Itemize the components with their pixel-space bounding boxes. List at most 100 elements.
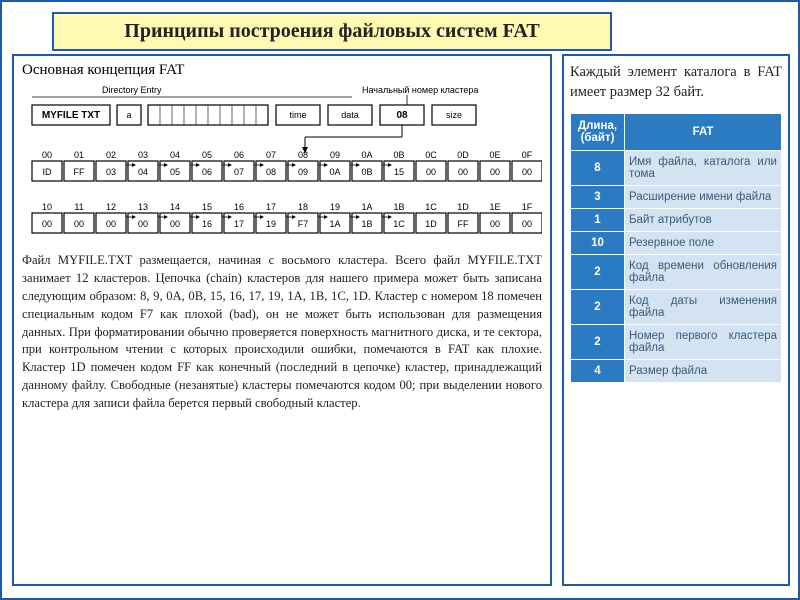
title-text: Принципы построения файловых систем FAT bbox=[124, 20, 539, 42]
svg-text:12: 12 bbox=[106, 202, 116, 212]
svg-text:15: 15 bbox=[202, 202, 212, 212]
th-length: Длина, (байт) bbox=[571, 113, 625, 150]
svg-text:08: 08 bbox=[266, 167, 276, 177]
right-intro: Каждый элемент каталога в FAT имеет разм… bbox=[570, 62, 782, 103]
svg-text:07: 07 bbox=[266, 150, 276, 160]
svg-text:01: 01 bbox=[74, 150, 84, 160]
svg-text:00: 00 bbox=[490, 167, 500, 177]
svg-text:0D: 0D bbox=[457, 150, 469, 160]
svg-text:0F: 0F bbox=[522, 150, 533, 160]
cell-length: 10 bbox=[571, 231, 625, 254]
fat-diagram: Directory Entry Начальный номер кластера… bbox=[22, 83, 542, 241]
fat-row-1: 1000110012001300140015161617171918F7191A… bbox=[32, 202, 542, 233]
left-body-text: Файл MYFILE.TXT размещается, начиная с в… bbox=[22, 252, 542, 413]
svg-text:00: 00 bbox=[42, 219, 52, 229]
svg-text:00: 00 bbox=[170, 219, 180, 229]
svg-text:08: 08 bbox=[298, 150, 308, 160]
svg-text:1B: 1B bbox=[393, 202, 404, 212]
svg-text:00: 00 bbox=[426, 167, 436, 177]
svg-text:1C: 1C bbox=[393, 219, 405, 229]
table-row: 2Код даты изменения файла bbox=[571, 289, 782, 324]
title-banner: Принципы построения файловых систем FAT bbox=[52, 12, 612, 51]
svg-text:00: 00 bbox=[490, 219, 500, 229]
svg-text:00: 00 bbox=[42, 150, 52, 160]
cell-desc: Номер первого кластера файла bbox=[625, 324, 782, 359]
svg-text:1E: 1E bbox=[489, 202, 500, 212]
svg-text:15: 15 bbox=[394, 167, 404, 177]
svg-text:data: data bbox=[341, 110, 359, 120]
svg-text:03: 03 bbox=[138, 150, 148, 160]
table-row: 8Имя файла, каталога или тома bbox=[571, 150, 782, 185]
svg-text:00: 00 bbox=[138, 219, 148, 229]
svg-text:1C: 1C bbox=[425, 202, 437, 212]
table-row: 1Байт атрибутов bbox=[571, 208, 782, 231]
cell-length: 4 bbox=[571, 359, 625, 382]
svg-text:09: 09 bbox=[298, 167, 308, 177]
fat-entry-table: Длина, (байт) FAT 8Имя файла, каталога и… bbox=[570, 113, 782, 383]
svg-text:FF: FF bbox=[458, 219, 469, 229]
svg-text:a: a bbox=[126, 110, 131, 120]
cell-desc: Расширение имени файла bbox=[625, 185, 782, 208]
svg-text:14: 14 bbox=[170, 202, 180, 212]
svg-text:1D: 1D bbox=[425, 219, 437, 229]
svg-text:02: 02 bbox=[106, 150, 116, 160]
left-subtitle: Основная концепция FAT bbox=[22, 62, 542, 79]
cell-desc: Резервное поле bbox=[625, 231, 782, 254]
svg-text:19: 19 bbox=[330, 202, 340, 212]
svg-text:10: 10 bbox=[42, 202, 52, 212]
svg-text:06: 06 bbox=[202, 167, 212, 177]
svg-text:0C: 0C bbox=[425, 150, 437, 160]
svg-text:1F: 1F bbox=[522, 202, 533, 212]
svg-text:03: 03 bbox=[106, 167, 116, 177]
svg-text:06: 06 bbox=[234, 150, 244, 160]
directory-entry-row: MYFILE TXT a time data 08 size bbox=[32, 105, 476, 125]
svg-text:1A: 1A bbox=[361, 202, 372, 212]
label-directory-entry: Directory Entry bbox=[102, 85, 162, 95]
cell-length: 2 bbox=[571, 289, 625, 324]
svg-text:16: 16 bbox=[202, 219, 212, 229]
cell-desc: Байт атрибутов bbox=[625, 208, 782, 231]
svg-text:0A: 0A bbox=[361, 150, 372, 160]
svg-text:0A: 0A bbox=[329, 167, 340, 177]
svg-text:08: 08 bbox=[396, 110, 408, 121]
fat-row-0: 00 ID 01 FF 02 03 03 04 04 05 05 06 06 07 07 08 08 09 09 0A… bbox=[32, 150, 542, 181]
cell-desc: Размер файла bbox=[625, 359, 782, 382]
table-row: 2Код времени обновления файла bbox=[571, 254, 782, 289]
label-start-cluster: Начальный номер кластера bbox=[362, 85, 478, 95]
svg-text:04: 04 bbox=[170, 150, 180, 160]
svg-text:04: 04 bbox=[138, 167, 148, 177]
svg-text:09: 09 bbox=[330, 150, 340, 160]
table-row: 10Резервное поле bbox=[571, 231, 782, 254]
svg-text:00: 00 bbox=[522, 167, 532, 177]
th-fat: FAT bbox=[625, 113, 782, 150]
svg-text:1B: 1B bbox=[361, 219, 372, 229]
svg-text:19: 19 bbox=[266, 219, 276, 229]
svg-text:05: 05 bbox=[170, 167, 180, 177]
svg-text:07: 07 bbox=[234, 167, 244, 177]
right-panel: Каждый элемент каталога в FAT имеет разм… bbox=[562, 54, 790, 586]
svg-text:ID: ID bbox=[43, 167, 53, 177]
left-panel: Основная концепция FAT Directory Entry Н… bbox=[12, 54, 552, 586]
svg-text:11: 11 bbox=[74, 202, 83, 212]
table-row: 3Расширение имени файла bbox=[571, 185, 782, 208]
svg-text:00: 00 bbox=[458, 167, 468, 177]
svg-text:00: 00 bbox=[522, 219, 532, 229]
svg-text:0E: 0E bbox=[489, 150, 500, 160]
svg-text:1A: 1A bbox=[329, 219, 340, 229]
cell-length: 8 bbox=[571, 150, 625, 185]
svg-text:00: 00 bbox=[74, 219, 84, 229]
svg-text:F7: F7 bbox=[298, 219, 309, 229]
svg-text:FF: FF bbox=[74, 167, 85, 177]
svg-text:16: 16 bbox=[234, 202, 244, 212]
svg-text:size: size bbox=[446, 110, 462, 120]
cell-length: 3 bbox=[571, 185, 625, 208]
svg-text:time: time bbox=[289, 110, 306, 120]
svg-text:17: 17 bbox=[234, 219, 244, 229]
svg-text:00: 00 bbox=[106, 219, 116, 229]
svg-text:05: 05 bbox=[202, 150, 212, 160]
cell-desc: Имя файла, каталога или тома bbox=[625, 150, 782, 185]
table-row: 4Размер файла bbox=[571, 359, 782, 382]
svg-text:17: 17 bbox=[266, 202, 276, 212]
svg-text:13: 13 bbox=[138, 202, 148, 212]
cell-length: 1 bbox=[571, 208, 625, 231]
